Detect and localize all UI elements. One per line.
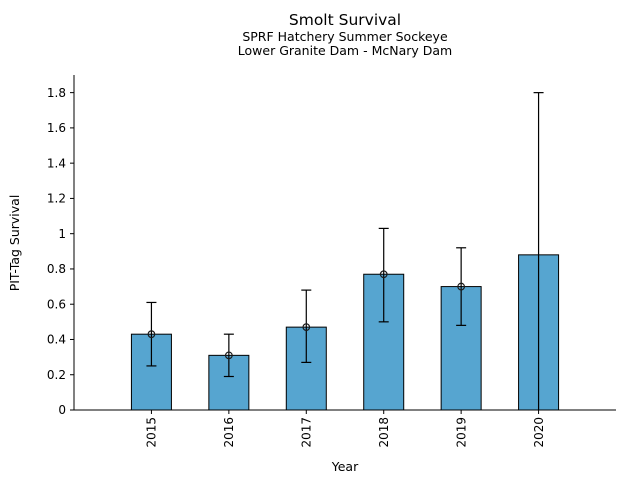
x-tick-label-2018: 2018	[377, 417, 391, 448]
x-tick-label-2019: 2019	[454, 417, 468, 448]
y-tick-label-1.6: 1.6	[47, 121, 66, 135]
y-tick-label-1.8: 1.8	[47, 86, 66, 100]
marker-2016	[224, 351, 233, 360]
y-tick-label-0.4: 0.4	[47, 333, 66, 347]
y-tick-label-0.6: 0.6	[47, 297, 66, 311]
chart-subtitle-line2: Lower Granite Dam - McNary Dam	[238, 43, 452, 58]
marker-2017	[302, 323, 311, 332]
x-axis-label: Year	[331, 459, 359, 474]
plot-area: 0 0.2 0.4 0.6 0.8 1 1.2 1.4 1.6 1.8 2015 2016 2017 20…	[47, 75, 616, 448]
chart-subtitle-line1: SPRF Hatchery Summer Sockeye	[242, 29, 448, 44]
x-tick-label-2016: 2016	[222, 417, 236, 448]
marker-2019	[457, 282, 466, 291]
y-tick-label-1: 1	[58, 227, 66, 241]
y-tick-label-0: 0	[58, 403, 66, 417]
bar-2018	[363, 273, 405, 411]
y-axis-label: PIT-Tag Survival	[7, 195, 22, 292]
marker-2015	[147, 330, 156, 339]
y-tick-label-0.8: 0.8	[47, 262, 66, 276]
y-tick-label-0.2: 0.2	[47, 368, 66, 382]
x-tick-label-2017: 2017	[299, 417, 313, 448]
x-tick-label-2015: 2015	[145, 417, 159, 448]
y-tick-label-1.4: 1.4	[47, 156, 66, 170]
marker-2018	[379, 270, 388, 279]
x-tick-label-2020: 2020	[532, 417, 546, 448]
y-tick-label-1.2: 1.2	[47, 192, 66, 206]
chart-title: Smolt Survival	[289, 11, 401, 29]
